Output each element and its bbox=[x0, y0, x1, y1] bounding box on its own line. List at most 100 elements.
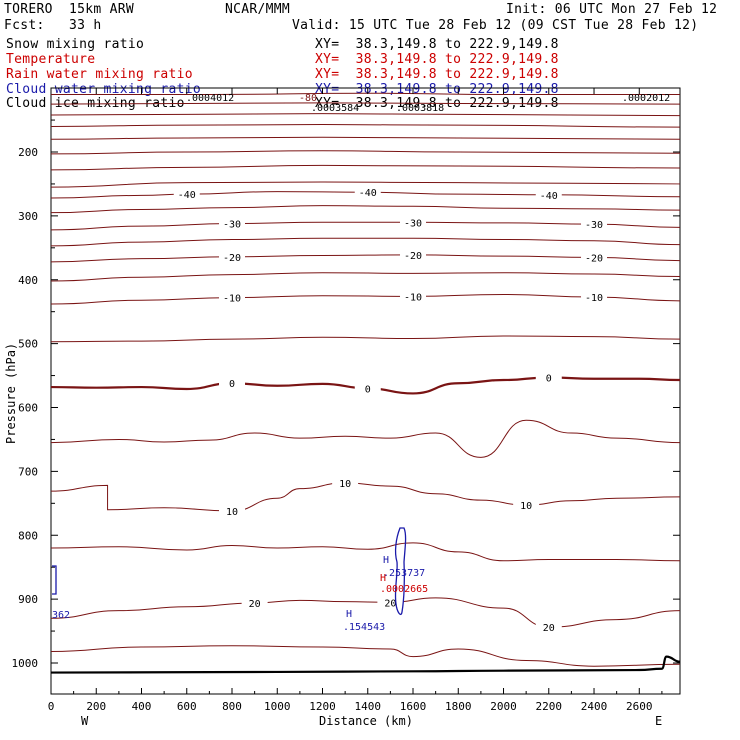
contour-label-bg bbox=[377, 595, 404, 609]
x-tick-label: 2400 bbox=[581, 700, 608, 713]
y-tick-label: 200 bbox=[18, 146, 38, 159]
x-tick-label: 1600 bbox=[400, 700, 427, 713]
temperature-contour-label: -10 bbox=[404, 292, 422, 303]
temperature-contour-label: 20 bbox=[249, 599, 261, 610]
x-tick-label: 2000 bbox=[490, 700, 517, 713]
x-tick-label: 1800 bbox=[445, 700, 472, 713]
y-axis-title: Pressure (hPa) bbox=[4, 343, 18, 444]
temperature-contour bbox=[50, 181, 681, 188]
temperature-contour bbox=[50, 482, 681, 512]
temperature-contour bbox=[50, 136, 681, 140]
contour-label-bg bbox=[400, 289, 427, 303]
init-time: Init: 06 UTC Mon 27 Feb 12 bbox=[506, 2, 718, 17]
temperature-contour bbox=[50, 164, 681, 171]
field-temperature-xy: XY= 38.3,149.8 to 222.9,149.8 bbox=[315, 52, 559, 67]
field-snow-xy: XY= 38.3,149.8 to 222.9,149.8 bbox=[315, 37, 559, 52]
temperature-contour-label: -20 bbox=[585, 253, 603, 264]
y-tick-label: 1000 bbox=[12, 657, 39, 670]
contour-label-bg bbox=[581, 217, 608, 231]
temperature-contour bbox=[50, 645, 681, 667]
x-tick-label: 2200 bbox=[536, 700, 563, 713]
max-marker-h1: H bbox=[383, 555, 389, 566]
temperature-contour bbox=[50, 124, 681, 128]
temperature-contour-label: 0 bbox=[365, 384, 371, 395]
cloud-water-contour-main bbox=[394, 527, 407, 616]
temperature-contour-label: 0 bbox=[546, 373, 552, 384]
temperature-contour-label: 20 bbox=[384, 598, 396, 609]
temperature-contour-label: -10 bbox=[585, 293, 603, 304]
contour-label-bg bbox=[332, 475, 359, 489]
y-tick-label: 700 bbox=[18, 465, 38, 478]
max-marker-h2: H bbox=[380, 573, 386, 584]
temperature-contour-label: -30 bbox=[404, 218, 422, 229]
cloud-water-contour-left bbox=[52, 565, 57, 595]
temperature-contour bbox=[50, 113, 681, 117]
x-tick-label: 1400 bbox=[355, 700, 382, 713]
field-rain-label: Rain water mixing ratio bbox=[6, 67, 193, 82]
contour-label-bg bbox=[354, 185, 381, 199]
temperature-contour bbox=[50, 237, 681, 247]
temperature-contour bbox=[50, 419, 681, 458]
x-tick-label: 400 bbox=[132, 700, 152, 713]
rain-water-max: .0002665 bbox=[380, 584, 428, 595]
contour-label-bg bbox=[581, 289, 608, 303]
contour-label-bg bbox=[241, 595, 268, 609]
contour-label-bg bbox=[581, 250, 608, 264]
y-tick-label: 300 bbox=[18, 210, 38, 223]
temperature-contour-label: -20 bbox=[223, 253, 241, 264]
y-tick-label: 800 bbox=[18, 529, 38, 542]
cloud-water-max-3: 362 bbox=[52, 610, 70, 621]
contour-label-bg bbox=[354, 381, 381, 395]
temperature-contour-label: -30 bbox=[585, 220, 603, 231]
contour-label-bg bbox=[219, 249, 246, 263]
contour-label-bg bbox=[219, 503, 246, 517]
terrain-line bbox=[50, 655, 681, 674]
temperature-contour bbox=[50, 102, 681, 105]
x-tick-label: 0 bbox=[48, 700, 55, 713]
model-name: TORERO 15km ARW bbox=[4, 2, 135, 17]
contour-label-bg bbox=[219, 376, 246, 390]
contour-label-bg bbox=[535, 370, 562, 384]
contour-label-bg bbox=[535, 187, 562, 201]
temperature-contour-label: -40 bbox=[359, 188, 377, 199]
temperature-contour bbox=[51, 92, 680, 96]
field-rain-xy: XY= 38.3,149.8 to 222.9,149.8 bbox=[315, 67, 559, 82]
max-marker-h3: H bbox=[346, 609, 352, 620]
x-tick-label: 600 bbox=[177, 700, 197, 713]
temperature-contour-label: 0 bbox=[229, 379, 235, 390]
plot-frame bbox=[50, 87, 681, 695]
top-label-4: .0003818 bbox=[396, 103, 444, 114]
top-label-5: .0002012 bbox=[622, 93, 670, 104]
temperature-contour bbox=[50, 205, 681, 214]
contour-label-bg bbox=[535, 620, 562, 634]
y-tick-label: 900 bbox=[18, 593, 38, 606]
center-name: NCAR/MMM bbox=[225, 2, 291, 17]
temperature-contour-label: -40 bbox=[540, 191, 558, 202]
temperature-contour bbox=[50, 542, 681, 562]
field-snow-label: Snow mixing ratio bbox=[6, 37, 145, 52]
forecast-hour: Fcst: 33 h bbox=[4, 18, 102, 33]
temperature-contour-label: -40 bbox=[178, 190, 196, 201]
y-tick-label: 400 bbox=[18, 274, 38, 287]
temperature-contour bbox=[50, 150, 681, 155]
temperature-contour bbox=[50, 335, 681, 343]
y-tick-label: 600 bbox=[18, 402, 38, 415]
x-axis-east-label: E bbox=[655, 714, 662, 728]
contour-label-bg bbox=[400, 247, 427, 261]
temperature-contour bbox=[50, 597, 681, 628]
top-label-2: -80 bbox=[299, 93, 317, 104]
cloud-water-max-2: .154543 bbox=[343, 622, 385, 633]
x-axis-title: Distance (km) bbox=[319, 714, 413, 728]
x-tick-label: 1200 bbox=[309, 700, 336, 713]
contour-label-bg bbox=[173, 187, 200, 201]
contour-label-bg bbox=[219, 216, 246, 230]
temperature-contour-label: -10 bbox=[223, 294, 241, 305]
x-tick-label: 1000 bbox=[264, 700, 291, 713]
contour-label-bg bbox=[219, 290, 246, 304]
x-axis-west-label: W bbox=[81, 714, 89, 728]
temperature-contour-label: 10 bbox=[226, 507, 238, 518]
contour-label-bg bbox=[513, 498, 540, 512]
temperature-contour-label: 20 bbox=[543, 623, 555, 634]
y-tick-label: 500 bbox=[18, 338, 38, 351]
